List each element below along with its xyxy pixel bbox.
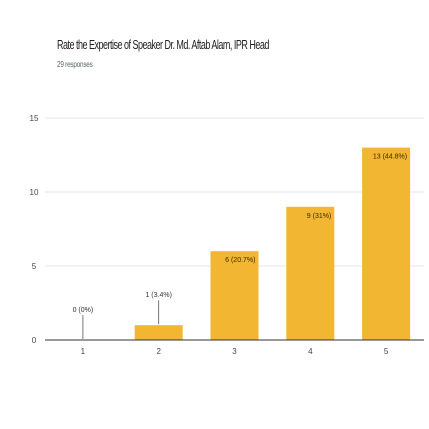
- chart-title: Rate the Expertise of Speaker Dr. Md. Af…: [57, 38, 269, 52]
- response-count: 29 responses: [57, 59, 93, 69]
- x-tick-label: 4: [308, 347, 313, 356]
- y-tick-label: 15: [30, 114, 39, 123]
- x-tick-label: 2: [156, 347, 161, 356]
- y-tick-label: 5: [32, 262, 37, 271]
- data-label: 6 (20.7%): [225, 257, 255, 264]
- x-tick-label: 5: [384, 347, 389, 356]
- bar: [286, 206, 335, 340]
- x-tick-label: 1: [81, 347, 86, 356]
- data-label: 0 (0%): [73, 307, 94, 314]
- y-tick-label: 0: [32, 336, 37, 345]
- bar: [362, 147, 411, 340]
- x-tick-label: 3: [232, 347, 237, 356]
- data-label: 13 (44.8%): [373, 154, 407, 161]
- data-label: 9 (31%): [307, 213, 332, 220]
- y-tick-label: 10: [30, 188, 39, 197]
- bar: [210, 251, 259, 340]
- bar: [134, 325, 183, 340]
- data-label: 1 (3.4%): [145, 292, 171, 299]
